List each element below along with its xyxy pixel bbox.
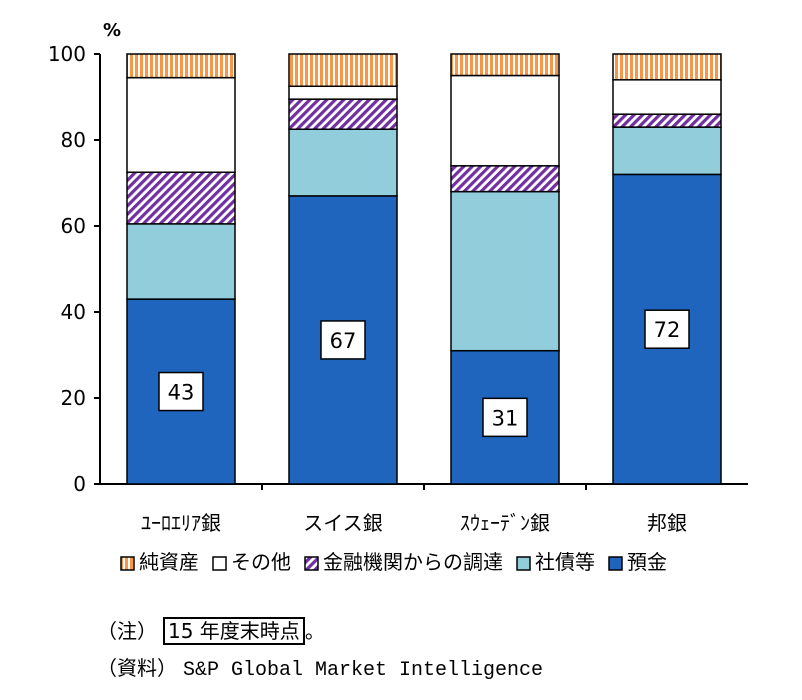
x-tick-label: 邦銀 — [647, 511, 687, 535]
bar-segment — [450, 165, 560, 193]
bar-segment — [288, 53, 398, 87]
legend-swatch — [212, 556, 227, 571]
data-label: 72 — [654, 318, 681, 342]
y-tick-label: 80 — [61, 128, 86, 152]
y-tick-label: 0 — [73, 472, 86, 496]
legend-label: 金融機関からの調達 — [323, 550, 503, 574]
bar-segment — [126, 76, 236, 173]
y-tick-label: 20 — [61, 386, 86, 410]
y-tick-label: 40 — [61, 300, 86, 324]
bar-segment — [288, 98, 398, 131]
bar-segment — [612, 79, 722, 115]
data-label-box — [644, 309, 690, 349]
x-tick-label: ﾕｰﾛｴﾘｱ銀 — [141, 511, 221, 535]
note-text: 15 年度末時点 — [163, 617, 305, 645]
legend-label: 純資産 — [139, 550, 199, 574]
x-tick-label: ｽｳｪｰﾃﾞﾝ銀 — [460, 511, 550, 535]
data-label: 31 — [492, 406, 519, 430]
bar-segment — [126, 171, 236, 225]
bar-segment — [126, 223, 236, 300]
bar-segment — [450, 53, 560, 77]
bar-segment — [450, 74, 560, 167]
bar-segment — [612, 53, 722, 81]
bar-segment — [612, 113, 722, 128]
data-label-box — [482, 397, 528, 438]
bar-segment — [288, 128, 398, 197]
source-text: S&P Global Market Intelligence — [183, 659, 544, 682]
legend-swatch — [608, 556, 623, 571]
x-tick-label: スイス銀 — [303, 511, 382, 535]
legend-label: その他 — [231, 550, 291, 574]
data-label: 67 — [330, 329, 357, 353]
note-line: （注） 15 年度末時点。 — [97, 615, 325, 645]
legend-swatch — [304, 556, 319, 571]
note-suffix: 。 — [304, 619, 325, 643]
unit-label: % — [103, 20, 121, 41]
bar-segment — [126, 53, 236, 79]
legend: 純資産 その他 金融機関からの調達 社債等 預金 — [120, 550, 667, 574]
note-prefix: （注） — [97, 619, 157, 643]
legend-label: 預金 — [627, 550, 667, 574]
legend-label: 社債等 — [535, 550, 595, 574]
y-tick-label: 60 — [61, 214, 86, 238]
legend-swatch — [120, 556, 135, 571]
bar-segment — [450, 190, 560, 352]
data-label-box — [158, 371, 204, 412]
y-tick-label: 100 — [48, 42, 86, 66]
bar-segment — [612, 126, 722, 176]
source-line: （資料） S&P Global Market Intelligence — [97, 652, 543, 682]
data-label: 43 — [168, 381, 195, 405]
stacked-bar-chart: % 0 20 40 60 80 100 ﾕｰﾛｴﾘｱ銀 43 スイス銀 67 ｽｳｪｰﾃﾞﾝ銀 31… — [48, 20, 748, 574]
source-prefix: （資料） — [97, 656, 177, 680]
bar-segment — [288, 85, 398, 100]
legend-swatch — [516, 556, 531, 571]
data-label-box — [320, 320, 366, 360]
